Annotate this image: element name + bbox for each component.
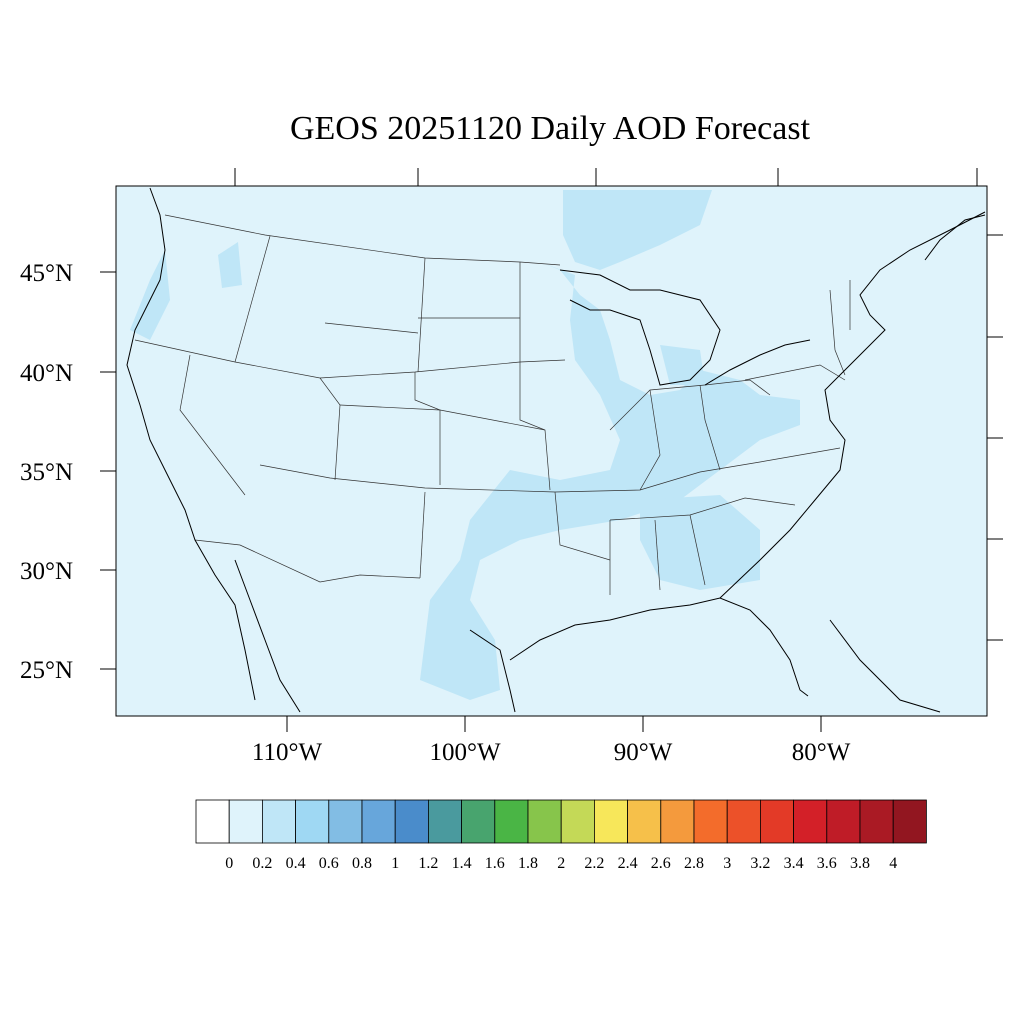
lat-label: 45°N bbox=[20, 260, 73, 287]
colorbar-swatch bbox=[560, 799, 595, 844]
colorbar-swatch bbox=[328, 799, 363, 844]
map-title: GEOS 20251120 Daily AOD Forecast bbox=[289, 110, 811, 147]
colorbar-swatch bbox=[826, 799, 861, 844]
lon-label: 80°W bbox=[792, 739, 851, 766]
colorbar-label: 1.4 bbox=[452, 855, 472, 872]
colorbar-swatch bbox=[594, 799, 629, 844]
lat-label: 35°N bbox=[20, 459, 73, 486]
colorbar-label: 3.2 bbox=[750, 855, 770, 872]
colorbar-label: 1.8 bbox=[518, 855, 538, 872]
colorbar bbox=[195, 799, 927, 844]
colorbar-swatch bbox=[427, 799, 462, 844]
colorbar-label: 0.2 bbox=[252, 855, 272, 872]
colorbar-label: 2.6 bbox=[651, 855, 671, 872]
colorbar-label: 1.6 bbox=[485, 855, 505, 872]
colorbar-label: 3 bbox=[723, 855, 731, 872]
colorbar-label: 3.6 bbox=[817, 855, 837, 872]
longitude-labels: 110°W 100°W 90°W 80°W bbox=[252, 739, 851, 766]
colorbar-labels: 0 0.2 0.4 0.6 0.8 1 1.2 1.4 1.6 1.8 2 2.2 2.4 2.6 2.8 3… bbox=[225, 855, 897, 872]
latitude-labels: 45°N 40°N 35°N 30°N 25°N bbox=[20, 260, 73, 684]
aod-field bbox=[130, 190, 800, 700]
colorbar-label: 2.2 bbox=[584, 855, 604, 872]
lat-label: 30°N bbox=[20, 558, 73, 585]
colorbar-label: 2 bbox=[557, 855, 565, 872]
state-borders bbox=[134, 214, 851, 595]
colorbar-swatch bbox=[859, 799, 894, 844]
colorbar-swatch bbox=[461, 799, 496, 844]
lat-label: 40°N bbox=[20, 360, 73, 387]
colorbar-swatch bbox=[693, 799, 728, 844]
lon-label: 110°W bbox=[252, 739, 323, 766]
colorbar-swatch bbox=[295, 799, 330, 844]
frame-ticks bbox=[100, 168, 1003, 732]
lon-label: 100°W bbox=[429, 739, 500, 766]
colorbar-swatch bbox=[361, 799, 396, 844]
lat-label: 25°N bbox=[20, 657, 73, 684]
colorbar-label: 0 bbox=[225, 855, 233, 872]
colorbar-swatch bbox=[394, 799, 429, 844]
colorbar-label: 3.4 bbox=[784, 855, 804, 872]
colorbar-label: 1 bbox=[391, 855, 399, 872]
colorbar-swatch bbox=[793, 799, 828, 844]
colorbar-label: 0.6 bbox=[319, 855, 339, 872]
colorbar-swatch bbox=[261, 799, 296, 844]
colorbar-label: 4 bbox=[889, 855, 897, 872]
colorbar-label: 0.8 bbox=[352, 855, 372, 872]
colorbar-swatch bbox=[726, 799, 761, 844]
colorbar-swatch bbox=[760, 799, 795, 844]
colorbar-label: 3.8 bbox=[850, 855, 870, 872]
lon-label: 90°W bbox=[614, 739, 673, 766]
colorbar-label: 0.4 bbox=[286, 855, 306, 872]
colorbar-label: 1.2 bbox=[418, 855, 438, 872]
colorbar-swatch bbox=[892, 799, 927, 844]
coastlines bbox=[126, 187, 986, 713]
colorbar-swatch bbox=[195, 799, 230, 844]
map-frame bbox=[115, 185, 988, 717]
colorbar-swatch bbox=[660, 799, 695, 844]
colorbar-label: 2.4 bbox=[618, 855, 638, 872]
colorbar-swatch bbox=[494, 799, 529, 844]
colorbar-label: 2.8 bbox=[684, 855, 704, 872]
colorbar-swatch bbox=[527, 799, 562, 844]
colorbar-swatch bbox=[627, 799, 662, 844]
colorbar-swatch bbox=[228, 799, 263, 844]
